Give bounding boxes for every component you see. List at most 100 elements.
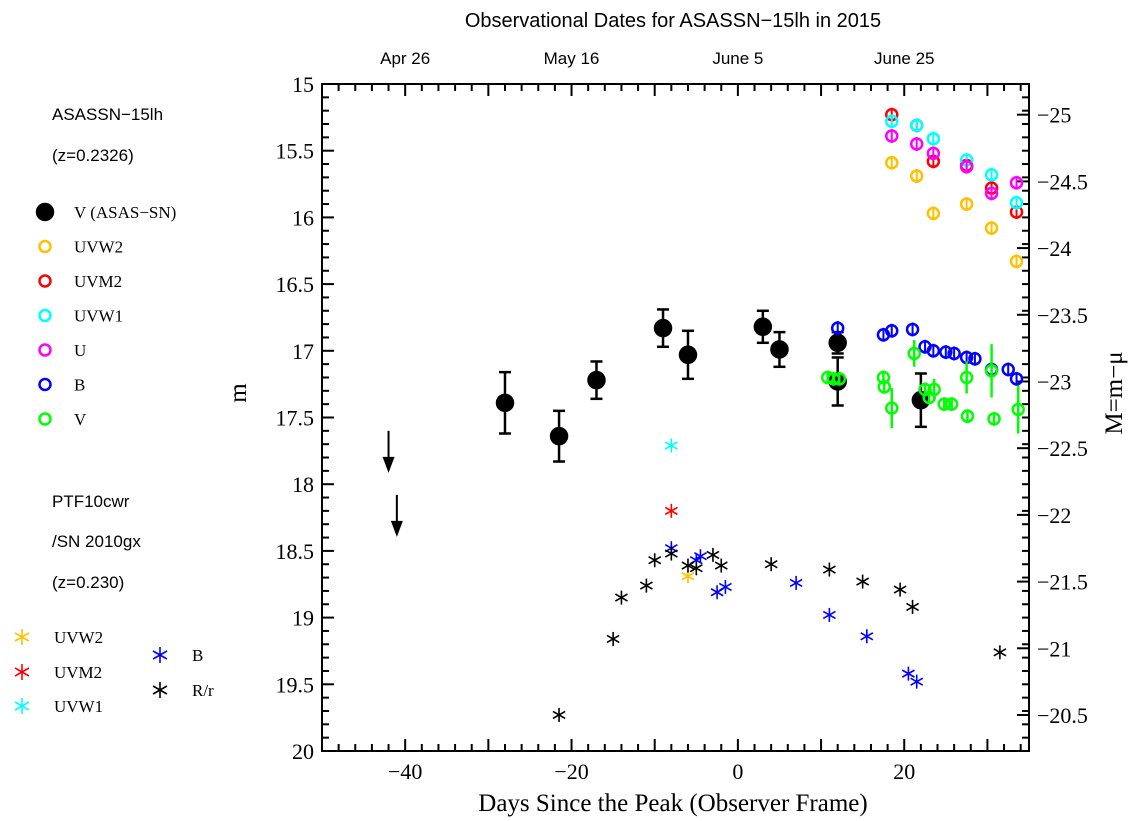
star-stroke (552, 710, 566, 720)
point-ptf-r-r (664, 546, 678, 561)
point-ptf-b (789, 575, 803, 590)
legend-star-label: UVM2 (54, 663, 102, 682)
point-asassn-v-asas-sn (495, 393, 515, 413)
plot-frame (321, 83, 1030, 752)
legend-marker (38, 274, 52, 288)
legend-star-label: B (192, 646, 203, 665)
legend-label: UVW2 (74, 238, 123, 257)
legend-item-uvw2: UVW2 (38, 238, 123, 257)
star-stroke (14, 632, 30, 642)
star-stroke (860, 632, 874, 641)
legend-item-u: U (38, 341, 86, 360)
top-axis-label-june-25: June 25 (874, 49, 935, 68)
y-axis-label: m (225, 383, 252, 403)
arrow-head (390, 520, 403, 537)
legend-item-v: V (38, 410, 87, 429)
star-stroke (693, 552, 707, 561)
upper-limit-arrow (382, 430, 395, 473)
right-tick-label: −25 (1037, 103, 1071, 128)
right-tick-labels: −25 −24.5 −24 −23.5 −23 −22.5 −22 −21.5 −21 −20.5 (1037, 103, 1088, 728)
star-stroke (706, 550, 720, 560)
legend-label: U (74, 341, 86, 360)
point-asassn-v-asas-sn (653, 318, 673, 338)
y-tick-label: 16 (292, 205, 314, 230)
y-tick-label: 15 (292, 72, 314, 97)
legend-star-marker (152, 682, 168, 698)
star-stroke (639, 581, 653, 590)
y-tick-label: 16.5 (276, 272, 315, 297)
legend-star-uvw2: UVW2 (14, 628, 103, 647)
point-ptf-b (822, 607, 836, 622)
x-tick-label: 0 (732, 759, 743, 784)
point-ptf-b (710, 585, 724, 600)
star-stroke (910, 677, 924, 686)
star-stroke (14, 701, 30, 711)
legend-marker (35, 202, 55, 222)
legend-label: V (ASAS−SN) (74, 203, 176, 222)
top-axis-label-may-16: May 16 (544, 49, 600, 68)
point-ptf-uvm2 (664, 503, 678, 518)
asassn-name-label: ASASSN−15lh (52, 105, 163, 124)
legend-item-v-asas-sn: V (ASAS−SN) (35, 202, 176, 222)
legend-item-uvm2: UVM2 (38, 272, 122, 291)
y-tick-labels: 15 15.5 16 16.5 17 17.5 18 18.5 19 19.5 20 (276, 72, 315, 764)
data-points (495, 107, 1025, 722)
point-ptf-uvw1 (664, 438, 678, 453)
upper-limit-arrows (382, 430, 403, 537)
legend-marker (38, 343, 52, 357)
y-tick-label: 20 (292, 739, 314, 764)
point-ptf-r-r (822, 562, 836, 577)
legend-star-label: UVW2 (54, 628, 103, 647)
right-tick-label: −24.5 (1037, 169, 1088, 194)
legend-star-uvw1: UVW1 (14, 697, 103, 716)
right-tick-label: −20.5 (1037, 703, 1088, 728)
y-tick-label: 17 (292, 339, 314, 364)
ptf-alt-name-label: /SN 2010gx (52, 532, 141, 551)
star-stroke (856, 577, 870, 586)
point-ptf-r-r (552, 707, 566, 722)
legend-star-marker (14, 664, 30, 680)
point-ptf-r-r (764, 557, 778, 572)
legend-marker (38, 308, 52, 323)
x-tick-label: 20 (893, 759, 915, 784)
asassn-redshift-label: (z=0.2326) (52, 146, 134, 165)
right-tick-label: −23 (1037, 369, 1071, 394)
legend-label: B (74, 376, 85, 395)
ptf-redshift-label: (z=0.230) (52, 573, 124, 592)
star-stroke (906, 602, 920, 612)
star-stroke (893, 585, 907, 594)
point-asassn-v-asas-sn (770, 340, 789, 359)
right-tick-label: −24 (1037, 236, 1071, 261)
star-stroke (681, 561, 695, 570)
y-tick-label: 15.5 (276, 139, 315, 164)
point-ptf-b (860, 629, 874, 644)
legend-circle-entries: V (ASAS−SN) UVW2 UVM2 UVW1 UBV (35, 202, 176, 429)
legend-label: V (74, 410, 87, 429)
point-ptf-r-r (681, 558, 695, 573)
point-asassn-v-asas-sn (587, 370, 606, 390)
legend-label: UVW1 (74, 307, 123, 326)
point-asassn-v-asas-sn (549, 426, 569, 446)
legend-item-uvw1: UVW1 (38, 307, 123, 326)
legend-star-label: R/r (192, 681, 214, 700)
point-ptf-r-r (856, 574, 870, 589)
star-stroke (993, 648, 1007, 657)
arrow-head (382, 456, 395, 473)
y-tick-label: 19.5 (276, 672, 315, 697)
point-ptf-r-r (614, 590, 628, 605)
point-ptf-b (718, 579, 732, 594)
star-stroke (606, 634, 620, 644)
star-stroke (789, 578, 803, 588)
star-stroke (822, 610, 836, 620)
point-ptf-b (910, 674, 924, 689)
point-ptf-r-r (714, 558, 728, 573)
legend-star-r-r: R/r (152, 681, 214, 700)
right-tick-label: −21 (1037, 636, 1071, 661)
right-axis-label: M=m−μ (1101, 351, 1128, 434)
y-tick-label: 18.5 (276, 539, 315, 564)
star-stroke (14, 667, 30, 677)
star-stroke (152, 650, 168, 660)
star-stroke (664, 506, 678, 516)
legend-label: UVM2 (74, 272, 122, 291)
point-ptf-r-r (706, 547, 720, 562)
